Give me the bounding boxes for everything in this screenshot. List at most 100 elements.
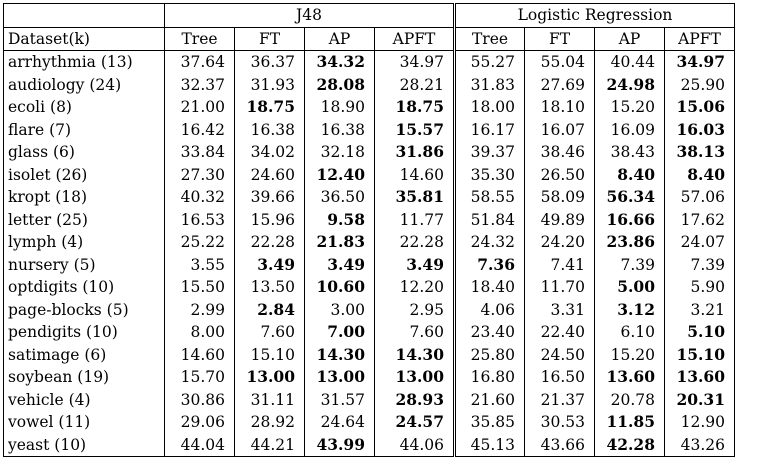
- cell-j48-ft: 36.37: [234, 50, 305, 74]
- cell-lr-apft: 5.10: [664, 321, 735, 344]
- cell-j48-ap: 16.38: [304, 118, 375, 141]
- cell-j48-apft: 14.60: [399, 165, 444, 184]
- cell-lr-apft: 24.07: [664, 231, 735, 254]
- cell-j48-ap: 12.40: [304, 163, 375, 186]
- cell-lr-tree: 24.32: [453, 231, 525, 254]
- cell-lr-ft: 22.40: [524, 321, 595, 344]
- dataset-name-cell: flare (7): [3, 118, 165, 141]
- table-row: soybean (19) 15.70 13.00 13.00 13.00 16.80 16.…: [3, 366, 735, 389]
- cell-lr-ap: 23.86: [594, 231, 665, 254]
- cell-lr-apft: 25.90: [664, 73, 735, 96]
- results-table-container: J48 Logistic Regression Dataset(k) Tree …: [3, 3, 735, 457]
- cell-lr-apft: 15.06: [664, 96, 735, 119]
- cell-lr-ft: 21.37: [524, 388, 595, 411]
- cell-lr-ap: 8.40: [594, 163, 665, 186]
- cell-j48-ap: 9.58: [304, 208, 375, 231]
- cell-j48-ap: 13.00: [304, 366, 375, 389]
- cell-lr-tree: 4.06: [453, 298, 525, 321]
- cell-lr-ap: 3.12: [594, 298, 665, 321]
- cell-lr-tree: 39.37: [453, 141, 525, 164]
- dataset-name-cell: vehicle (4): [3, 388, 165, 411]
- cell-j48-tree: 15.70: [164, 366, 235, 389]
- cell-lr-ft: 30.53: [524, 411, 595, 434]
- table-row: flare (7) 16.42 16.38 16.38 15.57 16.17 16.07 1…: [3, 118, 735, 141]
- cell-j48-ft: 24.60: [234, 163, 305, 186]
- cell-j48-ft: 44.21: [234, 433, 305, 457]
- cell-j48-apft: 28.93: [395, 389, 444, 409]
- cell-j48-tree: 21.00: [164, 96, 235, 119]
- table-row: satimage (6) 14.60 15.10 14.30 14.30 25.80 24.…: [3, 343, 735, 366]
- cell-lr-ap: 6.10: [594, 321, 665, 344]
- cell-lr-tree: 51.84: [453, 208, 525, 231]
- cell-lr-tree: 16.80: [453, 366, 525, 389]
- cell-j48-ft: 13.50: [234, 276, 305, 299]
- cell-lr-apft: 13.60: [664, 366, 735, 389]
- cell-lr-tree: 21.60: [453, 388, 525, 411]
- dataset-name-cell: nursery (5): [3, 253, 165, 276]
- dataset-name-cell: vowel (11): [3, 411, 165, 434]
- cell-lr-tree: 18.00: [453, 96, 525, 119]
- cell-j48-ap: 10.60: [304, 276, 375, 299]
- cell-j48-ft: 2.84: [234, 298, 305, 321]
- error-rate-table: J48 Logistic Regression Dataset(k) Tree …: [3, 3, 735, 457]
- cell-j48-ap: 24.64: [304, 411, 375, 434]
- column-header-lr-tree: Tree: [453, 26, 525, 51]
- cell-j48-ft: 22.28: [234, 231, 305, 254]
- dataset-name-cell: soybean (19): [3, 366, 165, 389]
- cell-j48-apft: 34.97: [399, 53, 444, 71]
- dataset-name-cell: ecoli (8): [3, 96, 165, 119]
- cell-lr-apft: 57.06: [664, 186, 735, 209]
- cell-lr-ft: 16.07: [524, 118, 595, 141]
- cell-j48-apft: 35.81: [395, 187, 444, 206]
- dataset-name-cell: kropt (18): [3, 186, 165, 209]
- cell-lr-apft: 5.90: [664, 276, 735, 299]
- column-header-lr-ap: AP: [594, 26, 665, 51]
- cell-j48-ap: 3.49: [304, 253, 375, 276]
- cell-lr-ap: 5.00: [594, 276, 665, 299]
- table-row: audiology (24) 32.37 31.93 28.08 28.21 31.83 2…: [3, 73, 735, 96]
- dataset-name-cell: lymph (4): [3, 231, 165, 254]
- cell-lr-apft: 20.31: [664, 388, 735, 411]
- cell-lr-tree: 45.13: [453, 433, 525, 457]
- cell-lr-ap: 56.34: [594, 186, 665, 209]
- cell-lr-tree: 23.40: [453, 321, 525, 344]
- cell-j48-ft: 34.02: [234, 141, 305, 164]
- cell-lr-ft: 18.10: [524, 96, 595, 119]
- cell-j48-tree: 29.06: [164, 411, 235, 434]
- dataset-name-cell: pendigits (10): [3, 321, 165, 344]
- group-header-blank: [3, 3, 165, 27]
- cell-lr-apft: 15.10: [664, 343, 735, 366]
- column-header-dataset: Dataset(k): [3, 26, 165, 51]
- cell-lr-tree: 35.85: [453, 411, 525, 434]
- table-row: pendigits (10) 8.00 7.60 7.00 7.60 23.40 22.40…: [3, 321, 735, 344]
- column-header-row: Dataset(k) Tree FT AP APFT Tree FT AP AP…: [3, 26, 735, 51]
- cell-lr-ap: 15.20: [594, 96, 665, 119]
- column-header-lr-apft: APFT: [664, 26, 735, 51]
- cell-j48-tree: 44.04: [164, 433, 235, 457]
- cell-j48-ft: 15.10: [234, 343, 305, 366]
- cell-j48-apft: 31.86: [395, 142, 444, 161]
- cell-j48-tree: 16.53: [164, 208, 235, 231]
- cell-lr-ft: 3.31: [524, 298, 595, 321]
- table-row: kropt (18) 40.32 39.66 36.50 35.81 58.55 58.09…: [3, 186, 735, 209]
- cell-lr-apft: 17.62: [664, 208, 735, 231]
- column-header-j48-apft: APFT: [374, 26, 455, 51]
- cell-lr-ap: 16.09: [594, 118, 665, 141]
- table-body: arrhythmia (13) 37.64 36.37 34.32 34.97 55.27…: [3, 50, 735, 457]
- cell-lr-ft: 16.50: [524, 366, 595, 389]
- cell-lr-ft: 58.09: [524, 186, 595, 209]
- cell-lr-tree: 35.30: [453, 163, 525, 186]
- cell-j48-apft: 14.30: [395, 344, 444, 364]
- cell-j48-tree: 15.50: [164, 276, 235, 299]
- cell-lr-ft: 7.41: [524, 253, 595, 276]
- table-row: arrhythmia (13) 37.64 36.37 34.32 34.97 55.27…: [3, 50, 735, 74]
- cell-j48-tree: 8.00: [164, 321, 235, 344]
- cell-lr-tree: 18.40: [453, 276, 525, 299]
- cell-j48-ft: 16.38: [234, 118, 305, 141]
- dataset-name-cell: letter (25): [3, 208, 165, 231]
- cell-lr-ft: 26.50: [524, 163, 595, 186]
- dataset-name-cell: audiology (24): [3, 73, 165, 96]
- cell-j48-apft: 24.57: [395, 412, 444, 431]
- dataset-name-cell: satimage (6): [3, 343, 165, 366]
- cell-lr-ft: 11.70: [524, 276, 595, 299]
